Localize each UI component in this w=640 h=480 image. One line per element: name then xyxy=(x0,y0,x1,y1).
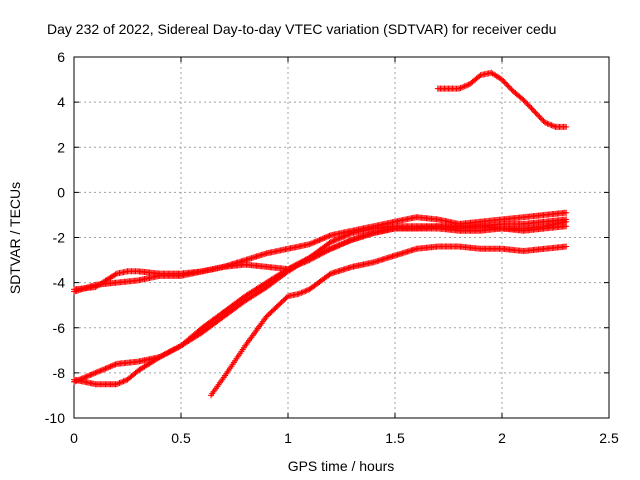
x-tick-labels: 0 0.5 1 1.5 2 2.5 xyxy=(70,430,619,446)
data-point xyxy=(84,373,91,380)
x-tick-label: 2.5 xyxy=(599,430,619,446)
data-point xyxy=(563,209,570,216)
y-tick-label: 4 xyxy=(57,94,65,110)
data-point xyxy=(528,105,535,112)
data-point xyxy=(519,95,526,102)
y-tick-label: -4 xyxy=(53,275,66,291)
data-point xyxy=(505,83,512,90)
x-tick-label: 1.5 xyxy=(385,430,405,446)
data-point xyxy=(326,271,333,278)
data-point xyxy=(460,83,467,90)
x-tick-label: 1 xyxy=(284,430,292,446)
data-point xyxy=(537,115,544,122)
axis-ticks xyxy=(73,56,610,419)
series-s4 xyxy=(71,223,570,388)
data-point xyxy=(563,243,570,250)
data-point xyxy=(539,116,546,123)
series-s3 xyxy=(71,216,570,385)
y-tick-label: 6 xyxy=(57,49,65,65)
data-point xyxy=(563,223,570,230)
data-point xyxy=(503,80,509,87)
data-point xyxy=(295,290,302,297)
data-point xyxy=(117,379,124,386)
x-tick-label: 2 xyxy=(498,430,506,446)
data-point xyxy=(547,121,554,128)
data-point xyxy=(543,120,550,126)
data-point xyxy=(524,101,531,108)
y-tick-label: -10 xyxy=(45,410,65,426)
y-tick-label: -8 xyxy=(53,365,66,381)
grid-lines xyxy=(74,57,609,418)
data-point xyxy=(97,367,104,374)
data-point xyxy=(464,82,471,89)
x-tick-label: 0.5 xyxy=(171,430,191,446)
data-point xyxy=(298,289,305,296)
data-point xyxy=(326,239,333,246)
data-point xyxy=(563,123,570,130)
data-point xyxy=(458,84,465,91)
data-point xyxy=(476,73,483,80)
data-point xyxy=(299,289,306,296)
data-point xyxy=(115,380,122,387)
data-point xyxy=(500,78,507,84)
data-point xyxy=(523,99,530,106)
data-point xyxy=(508,86,515,93)
data-point xyxy=(290,263,296,270)
x-tick-label: 0 xyxy=(70,430,78,446)
data-point xyxy=(320,249,327,255)
data-point xyxy=(563,216,570,223)
data-point xyxy=(302,288,309,295)
data-point xyxy=(504,82,511,89)
data-point xyxy=(499,76,505,83)
y-tick-label: 2 xyxy=(57,139,65,155)
data-point xyxy=(332,243,339,250)
y-tick-labels: -10 -8 -6 -4 -2 0 2 4 6 xyxy=(45,49,65,426)
y-tick-label: -2 xyxy=(53,230,66,246)
y-tick-label: -6 xyxy=(53,320,66,336)
data-point xyxy=(462,82,469,89)
data-point xyxy=(170,346,177,353)
data-point xyxy=(549,122,556,129)
chart-title: Day 232 of 2022, Sidereal Day-to-day VTE… xyxy=(47,21,556,37)
data-point xyxy=(531,108,538,115)
data-point xyxy=(525,102,532,109)
data-point xyxy=(341,233,348,240)
data-point xyxy=(298,258,305,265)
data-point xyxy=(112,271,119,278)
data-point xyxy=(456,85,463,92)
data-point xyxy=(535,112,542,119)
series-s5 xyxy=(208,243,570,399)
data-point xyxy=(533,111,540,117)
y-tick-label: 0 xyxy=(57,184,65,200)
data-point xyxy=(507,85,513,91)
data-point xyxy=(119,378,126,385)
data-point xyxy=(545,121,552,128)
data-point xyxy=(536,113,543,120)
data-point xyxy=(527,103,534,110)
data-point xyxy=(113,381,120,388)
data-point xyxy=(161,351,168,358)
data-point xyxy=(520,96,527,103)
data-point xyxy=(121,377,128,384)
data-point xyxy=(305,255,312,262)
series-s6 xyxy=(434,69,570,130)
data-series xyxy=(71,69,570,399)
data-point xyxy=(541,119,548,126)
data-point xyxy=(501,79,508,86)
data-point xyxy=(326,232,333,239)
y-axis-label: SDTVAR / TECUs xyxy=(7,182,23,294)
data-point xyxy=(532,109,539,116)
data-point xyxy=(521,98,528,105)
x-axis-label: GPS time / hours xyxy=(288,458,395,474)
